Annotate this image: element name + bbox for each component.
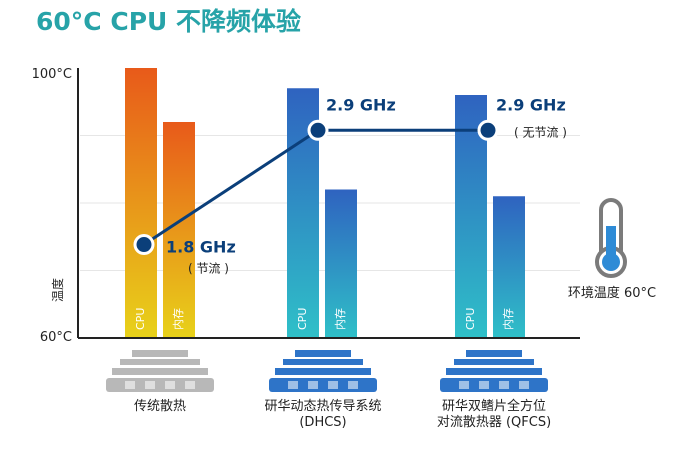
- frequency-label: 2.9 GHz: [326, 95, 396, 114]
- bar-memory: [325, 189, 357, 338]
- frequency-point: [133, 234, 155, 256]
- bar-series-label: 内存: [333, 308, 347, 330]
- bar-memory: [493, 196, 525, 338]
- category-label: 传统散热: [134, 399, 186, 414]
- bar-series-label: CPU: [296, 308, 309, 330]
- category-label: (DHCS): [299, 415, 346, 430]
- frequency-note: ( 节流 ): [188, 262, 229, 276]
- heatsink-icon: [106, 350, 214, 392]
- bar-series-label: CPU: [464, 308, 477, 330]
- chart-title: 60°C CPU 不降频体验: [36, 7, 301, 36]
- frequency-note: ( 无节流 ): [514, 125, 567, 139]
- frequency-line-layer: 1.8 GHz ( 节流 ) 2.9 GHz 2.9 GHz ( 无节流 ): [133, 95, 567, 276]
- category-label: 对流散热器 (QFCS): [437, 415, 551, 430]
- heatsink-icon: [269, 350, 377, 392]
- bar-cpu: [125, 68, 157, 338]
- frequency-point: [307, 119, 329, 141]
- category-label: 研华双鳍片全方位: [442, 398, 546, 414]
- y-tick-min: 60°C: [40, 330, 72, 345]
- y-axis-label: 温度: [50, 278, 65, 302]
- heatsink-icon: [440, 350, 548, 392]
- heatsink-icons: [106, 350, 548, 392]
- bar-series-label: CPU: [134, 308, 147, 330]
- bar-series-label: 内存: [501, 308, 515, 330]
- frequency-point: [477, 119, 499, 141]
- bars: CPU 内存 CPU 内存 CPU 内存: [125, 68, 525, 338]
- frequency-label: 2.9 GHz: [496, 95, 566, 114]
- bar-series-label: 内存: [171, 308, 185, 330]
- category-label: 研华动态热传导系统: [264, 399, 381, 414]
- ambient-temperature-label: 环境温度 60°C: [568, 285, 656, 301]
- thermometer-icon: [595, 198, 627, 278]
- frequency-label: 1.8 GHz: [166, 238, 236, 257]
- y-tick-max: 100°C: [32, 67, 72, 82]
